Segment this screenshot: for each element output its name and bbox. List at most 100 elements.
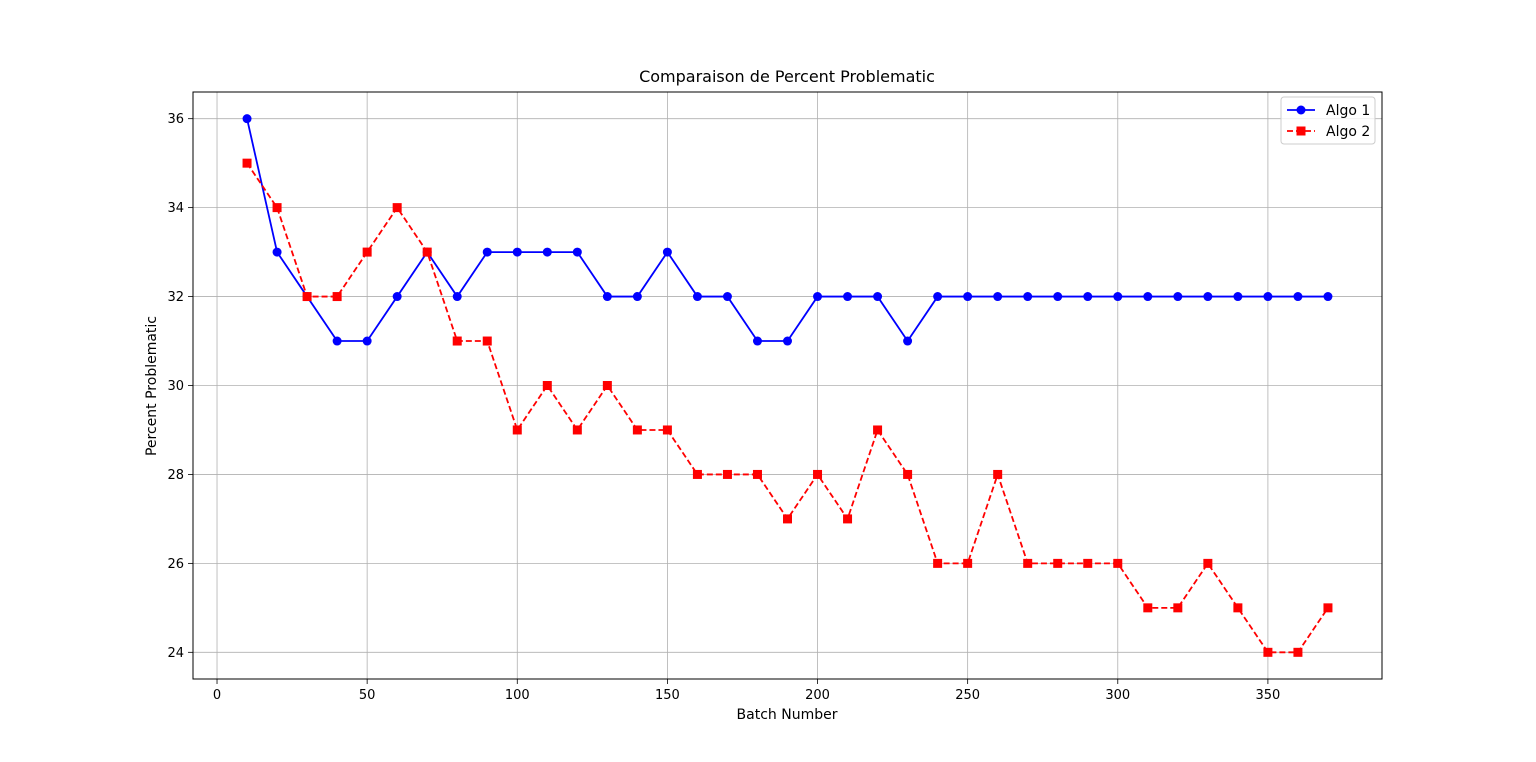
data-point-algo-2	[873, 425, 883, 435]
data-point-algo-1	[242, 114, 252, 124]
y-tick-label: 32	[167, 290, 184, 305]
data-point-algo-2	[422, 247, 432, 257]
data-point-algo-1	[1263, 292, 1273, 302]
x-tick-label: 250	[955, 688, 980, 703]
data-point-algo-1	[1113, 292, 1123, 302]
legend-entry-algo-2: Algo 2	[1287, 124, 1370, 140]
data-point-algo-2	[242, 158, 252, 168]
data-point-algo-2	[1233, 603, 1243, 613]
data-point-algo-2	[1083, 558, 1093, 568]
data-point-algo-2	[332, 292, 342, 302]
data-point-algo-1	[272, 247, 282, 257]
y-axis: 24 26 28 30 32 34 36	[167, 112, 193, 661]
data-point-algo-2	[1293, 647, 1303, 657]
data-point-algo-1	[843, 292, 853, 302]
data-point-algo-1	[392, 292, 402, 302]
data-point-algo-2	[272, 203, 282, 213]
data-point-algo-2	[1173, 603, 1183, 613]
data-point-algo-2	[392, 203, 402, 213]
data-point-algo-1	[572, 247, 582, 257]
data-point-algo-1	[1023, 292, 1033, 302]
data-point-algo-1	[632, 292, 642, 302]
data-point-algo-1	[1143, 292, 1153, 302]
data-point-algo-1	[512, 247, 522, 257]
data-point-algo-2	[1203, 558, 1213, 568]
legend-label-algo-1: Algo 1	[1326, 103, 1370, 119]
data-point-algo-1	[1203, 292, 1213, 302]
data-point-algo-1	[1233, 292, 1243, 302]
x-axis: 0 50 100 150 200 250 300 350	[213, 679, 1280, 703]
data-point-algo-1	[963, 292, 973, 302]
data-point-algo-2	[542, 381, 552, 390]
data-point-algo-2	[783, 514, 792, 524]
grid-lines	[193, 92, 1382, 679]
data-point-algo-1	[993, 292, 1003, 302]
data-point-algo-1	[813, 292, 823, 302]
data-point-algo-1	[1083, 292, 1093, 302]
data-point-algo-2	[903, 469, 913, 479]
y-tick-label: 28	[167, 468, 184, 483]
x-tick-label: 100	[505, 688, 530, 703]
data-point-algo-2	[482, 336, 492, 346]
data-point-algo-2	[452, 336, 462, 346]
y-tick-label: 26	[167, 557, 184, 572]
legend: Algo 1 Algo 2	[1280, 96, 1376, 145]
data-point-algo-1	[752, 336, 762, 346]
legend-marker-circle-icon	[1296, 105, 1306, 115]
data-point-algo-2	[1263, 647, 1273, 657]
data-point-algo-2	[1023, 558, 1033, 568]
data-point-algo-1	[1293, 292, 1303, 302]
data-point-algo-1	[933, 292, 943, 302]
data-point-algo-1	[332, 336, 342, 346]
data-point-algo-1	[722, 292, 732, 302]
data-point-algo-2	[692, 469, 702, 479]
legend-marker-square-icon	[1296, 126, 1306, 136]
data-point-algo-1	[783, 336, 792, 346]
series-layer	[242, 114, 1333, 657]
legend-entry-algo-1: Algo 1	[1287, 103, 1370, 119]
x-tick-label: 200	[805, 688, 830, 703]
data-point-algo-1	[482, 247, 492, 257]
data-point-algo-2	[993, 469, 1003, 479]
data-point-algo-2	[1053, 558, 1063, 568]
data-point-algo-1	[692, 292, 702, 302]
data-point-algo-2	[662, 425, 672, 435]
y-tick-label: 24	[167, 646, 184, 661]
data-point-algo-2	[752, 469, 762, 479]
data-point-algo-2	[933, 558, 943, 568]
data-point-algo-2	[362, 247, 372, 257]
chart-title: Comparaison de Percent Problematic	[639, 67, 935, 86]
y-tick-label: 34	[167, 201, 184, 216]
data-point-algo-1	[903, 336, 913, 346]
x-tick-label: 0	[213, 688, 221, 703]
data-point-algo-2	[1143, 603, 1153, 613]
data-point-algo-1	[362, 336, 372, 346]
data-point-algo-2	[602, 381, 612, 390]
data-point-algo-1	[602, 292, 612, 302]
data-point-algo-1	[1053, 292, 1063, 302]
y-tick-label: 30	[167, 379, 184, 394]
data-point-algo-2	[632, 425, 642, 435]
data-point-algo-2	[813, 469, 823, 479]
data-point-algo-2	[843, 514, 853, 524]
data-point-algo-1	[542, 247, 552, 257]
data-point-algo-2	[1113, 558, 1123, 568]
legend-label-algo-2: Algo 2	[1326, 124, 1370, 140]
x-tick-label: 300	[1105, 688, 1130, 703]
data-point-algo-2	[572, 425, 582, 435]
data-point-algo-1	[1323, 292, 1333, 302]
data-point-algo-1	[873, 292, 883, 302]
data-point-algo-2	[722, 469, 732, 479]
x-axis-label: Batch Number	[737, 707, 838, 723]
data-point-algo-1	[1173, 292, 1183, 302]
data-point-algo-2	[963, 558, 973, 568]
y-tick-label: 36	[167, 112, 184, 127]
data-point-algo-2	[302, 292, 312, 302]
x-tick-label: 150	[655, 688, 680, 703]
data-point-algo-2	[512, 425, 522, 435]
x-tick-label: 50	[359, 688, 376, 703]
data-point-algo-2	[1323, 603, 1333, 613]
x-tick-label: 350	[1255, 688, 1280, 703]
